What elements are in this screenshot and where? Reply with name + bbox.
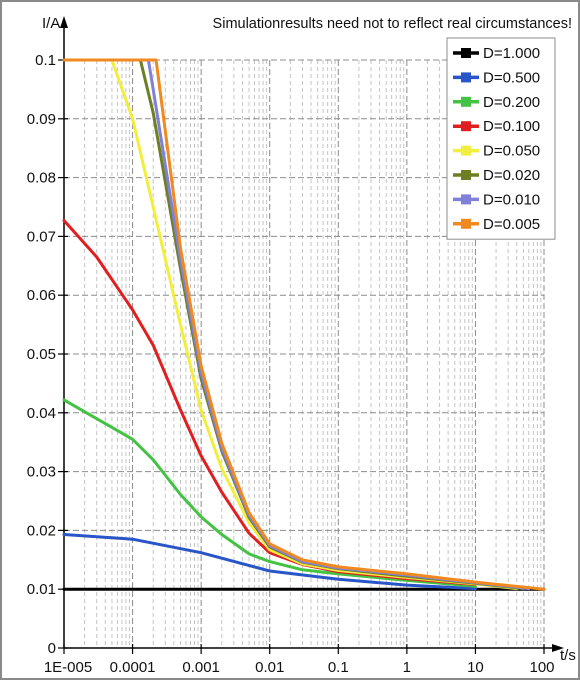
y-tick-label: 0.09 [27, 111, 56, 128]
x-tick-label: 0.0001 [110, 659, 156, 676]
legend-label: D=0.500 [483, 69, 540, 86]
y-tick-label: 0 [48, 640, 56, 657]
y-tick-label: 0.06 [27, 287, 56, 304]
legend-box [446, 37, 556, 240]
series-line-D=0.200 [62, 398, 477, 588]
legend-label: D=0.020 [483, 167, 540, 184]
legend: D=1.000 D=0.500 D=0.200 D=0.100 D=0.050 D=0.0… [446, 37, 556, 240]
x-tick-label: 10 [467, 659, 484, 676]
y-tick-label: 0.07 [27, 228, 56, 245]
x-tick-label: 1E-005 [44, 659, 92, 676]
legend-label: D=1.000 [483, 45, 540, 62]
x-tick-label: 100 [529, 659, 554, 676]
legend-label: D=0.050 [483, 143, 540, 160]
series-lines [62, 58, 546, 591]
y-tick-label: 0.05 [27, 346, 56, 363]
x-tick-label: 0.001 [182, 659, 220, 676]
legend-swatch-marker [461, 96, 471, 107]
legend-label: D=0.010 [483, 191, 540, 208]
legend-label: D=0.100 [483, 118, 540, 135]
x-tick-label: 1 [403, 659, 411, 676]
legend-swatch-marker [461, 194, 471, 205]
series-line-D=0.005 [62, 58, 546, 591]
x-tick-label: 0.01 [255, 659, 284, 676]
y-tick-label: 0.1 [35, 52, 56, 69]
legend-swatch-marker [461, 72, 471, 83]
y-tick-label: 0.08 [27, 170, 56, 187]
y-tick-label: 0.04 [27, 405, 56, 422]
legend-swatch-marker [461, 145, 471, 156]
legend-swatch-marker [461, 170, 471, 180]
tick-labels: 0 0.01 0.02 0.03 0.04 0.05 0.06 0.07 0.08 0.09 0.1… [27, 52, 555, 676]
legend-label: D=0.200 [483, 94, 540, 111]
legend-swatch-marker [461, 218, 471, 229]
y-axis-title: I/A [42, 15, 60, 32]
legend-swatch-marker [461, 121, 471, 132]
y-tick-label: 0.01 [27, 581, 56, 598]
y-axis-arrow [60, 16, 68, 28]
x-tick-label: 0.1 [328, 659, 349, 676]
simulation-disclaimer: Simulationresults need not to reflect re… [213, 16, 572, 32]
y-tick-label: 0.03 [27, 464, 56, 481]
legend-swatch-marker [461, 48, 471, 58]
legend-label: D=0.005 [483, 216, 540, 233]
x-axis-arrow [552, 644, 564, 652]
series-line-D=0.500 [62, 533, 477, 591]
y-tick-label: 0.02 [27, 522, 56, 539]
x-axis-title: t/s [560, 647, 576, 664]
